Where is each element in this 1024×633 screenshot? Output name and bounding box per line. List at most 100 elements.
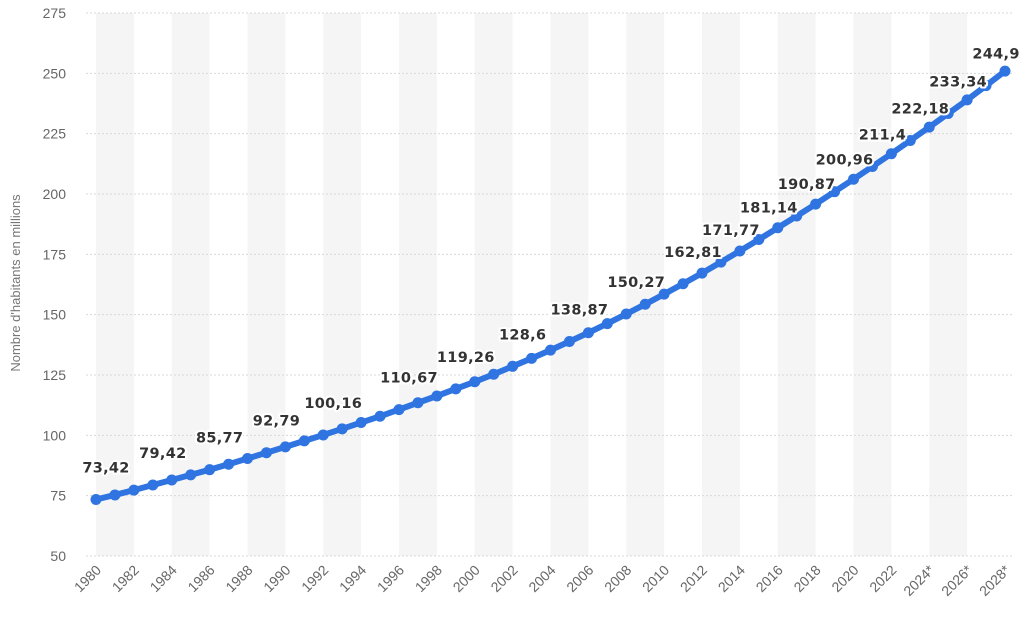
data-point[interactable] bbox=[620, 308, 632, 320]
data-label: 190,87 bbox=[778, 177, 836, 193]
data-points bbox=[90, 65, 1011, 505]
x-tick-label: 2012 bbox=[677, 562, 710, 595]
x-tick-label: 2018 bbox=[790, 562, 823, 595]
y-tick-label: 250 bbox=[43, 65, 67, 81]
background-bands bbox=[96, 13, 968, 556]
data-label: 73,42 bbox=[82, 460, 129, 476]
data-point[interactable] bbox=[601, 318, 613, 330]
x-tick-label: 2006 bbox=[563, 562, 596, 595]
data-point[interactable] bbox=[582, 327, 594, 339]
data-point[interactable] bbox=[185, 469, 197, 481]
background-band bbox=[550, 13, 589, 556]
data-label: 233,34 bbox=[929, 75, 987, 91]
y-tick-label: 200 bbox=[43, 186, 67, 202]
data-label: 100,16 bbox=[304, 396, 362, 412]
background-band bbox=[474, 13, 513, 556]
data-point[interactable] bbox=[166, 474, 178, 486]
data-point[interactable] bbox=[374, 410, 386, 422]
data-point[interactable] bbox=[961, 94, 973, 106]
background-band bbox=[777, 13, 816, 556]
x-tick-label: 2008 bbox=[601, 562, 634, 595]
data-point[interactable] bbox=[507, 360, 519, 372]
x-tick-label: 1996 bbox=[374, 562, 407, 595]
y-axis-label: Nombre d'habitants en millions bbox=[8, 194, 23, 372]
x-tick-label: 1992 bbox=[298, 562, 331, 595]
data-point[interactable] bbox=[866, 160, 878, 172]
data-label: 85,77 bbox=[196, 431, 243, 447]
data-point[interactable] bbox=[696, 267, 708, 279]
data-point[interactable] bbox=[677, 278, 689, 290]
data-point[interactable] bbox=[772, 222, 784, 234]
data-point[interactable] bbox=[734, 245, 746, 257]
x-tick-label: 1982 bbox=[109, 562, 142, 595]
x-tick-label: 2028* bbox=[976, 561, 1014, 599]
data-point[interactable] bbox=[942, 108, 954, 120]
x-tick-label: 2002 bbox=[487, 562, 520, 595]
data-label: 171,77 bbox=[702, 223, 760, 239]
data-point[interactable] bbox=[298, 435, 310, 447]
x-tick-label: 1994 bbox=[336, 562, 369, 595]
data-point[interactable] bbox=[923, 121, 935, 133]
data-point[interactable] bbox=[109, 489, 121, 501]
data-point[interactable] bbox=[545, 344, 556, 356]
y-axis-ticks: 50 75 100 125 150 175 200 225 250 275 bbox=[43, 5, 67, 564]
background-band bbox=[702, 13, 740, 556]
y-tick-label: 75 bbox=[50, 488, 66, 504]
x-tick-label: 1998 bbox=[412, 562, 445, 595]
data-point[interactable] bbox=[848, 173, 859, 185]
data-point[interactable] bbox=[980, 80, 992, 92]
data-point[interactable] bbox=[829, 186, 841, 198]
data-point[interactable] bbox=[450, 383, 462, 395]
data-label: 244,9 bbox=[972, 47, 1019, 63]
x-tick-label: 2020 bbox=[828, 562, 861, 595]
data-label: 181,14 bbox=[740, 201, 798, 217]
data-point[interactable] bbox=[715, 256, 727, 268]
x-tick-label: 2014 bbox=[715, 562, 748, 595]
data-point[interactable] bbox=[393, 404, 405, 416]
data-point[interactable] bbox=[223, 458, 235, 470]
y-tick-label: 225 bbox=[43, 126, 67, 142]
data-point[interactable] bbox=[355, 417, 367, 429]
data-point[interactable] bbox=[260, 447, 272, 459]
data-point[interactable] bbox=[336, 423, 348, 435]
data-point[interactable] bbox=[791, 210, 803, 222]
data-point[interactable] bbox=[999, 65, 1011, 77]
data-point[interactable] bbox=[469, 376, 481, 388]
data-point[interactable] bbox=[810, 198, 822, 210]
data-point[interactable] bbox=[90, 493, 102, 505]
x-tick-label: 2004 bbox=[525, 562, 558, 595]
data-point[interactable] bbox=[412, 397, 424, 409]
data-point[interactable] bbox=[904, 134, 916, 146]
data-point[interactable] bbox=[753, 234, 765, 246]
data-point[interactable] bbox=[658, 288, 670, 300]
data-point[interactable] bbox=[242, 453, 253, 465]
x-tick-label: 1984 bbox=[147, 562, 180, 595]
data-point[interactable] bbox=[563, 336, 575, 348]
data-point[interactable] bbox=[204, 464, 216, 476]
data-point[interactable] bbox=[639, 298, 651, 310]
data-point[interactable] bbox=[488, 368, 500, 380]
data-point[interactable] bbox=[279, 441, 291, 453]
data-label: 92,79 bbox=[253, 414, 300, 430]
data-point[interactable] bbox=[147, 479, 159, 491]
background-band bbox=[853, 13, 892, 556]
y-tick-label: 275 bbox=[43, 5, 67, 21]
y-tick-label: 125 bbox=[43, 367, 67, 383]
y-tick-label: 150 bbox=[43, 307, 67, 323]
data-point[interactable] bbox=[317, 429, 329, 441]
y-tick-label: 100 bbox=[43, 427, 67, 443]
data-point[interactable] bbox=[526, 352, 538, 364]
x-tick-label: 2016 bbox=[753, 562, 786, 595]
data-point[interactable] bbox=[431, 390, 443, 402]
background-band bbox=[626, 13, 665, 556]
x-tick-label: 1990 bbox=[260, 562, 293, 595]
data-point[interactable] bbox=[885, 148, 897, 160]
background-band bbox=[96, 13, 134, 556]
x-tick-label: 2022 bbox=[866, 562, 899, 595]
x-tick-label: 2000 bbox=[450, 562, 483, 595]
data-label: 128,6 bbox=[499, 327, 546, 343]
background-band bbox=[247, 13, 286, 556]
data-point[interactable] bbox=[128, 484, 140, 496]
